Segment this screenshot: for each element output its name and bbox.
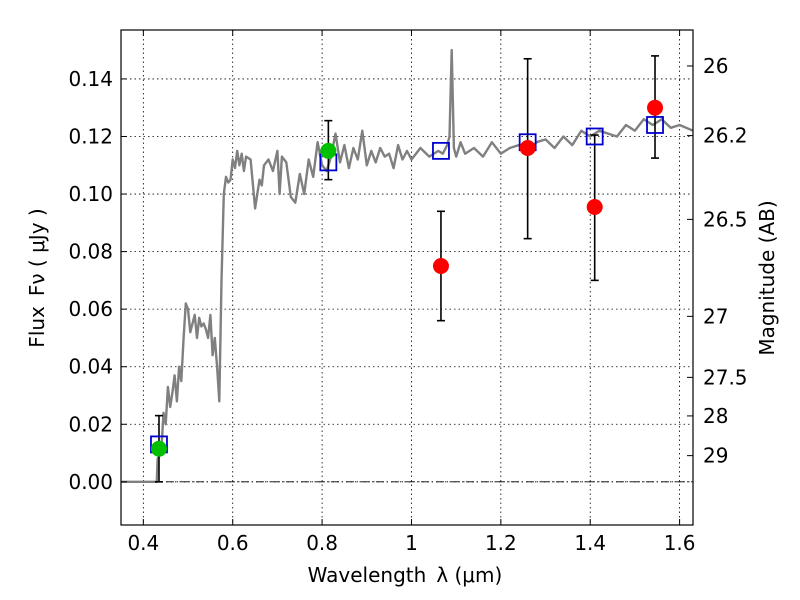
secondary-y-axis-ticks: 26 26.2 26.5 27 27.5 28 29 <box>687 54 748 468</box>
y2-tick-label: 26 <box>703 54 728 78</box>
y-axis-label: FluxFν ( μJy ) <box>25 208 49 347</box>
model-spectrum-line <box>121 48 694 483</box>
secondary-y-axis-label: Magnitude (AB) <box>755 200 779 355</box>
y2-tick-label: 29 <box>703 444 728 468</box>
model-photometry-square <box>646 116 664 134</box>
y-tick-label: 0.04 <box>68 355 113 379</box>
red-data-point <box>586 198 603 215</box>
x-tick-label: 1.2 <box>485 531 517 555</box>
y-tick-label: 0.14 <box>68 67 113 91</box>
plot-frame <box>120 29 694 526</box>
error-bars <box>154 55 660 483</box>
x-axis-label: Wavelength λ (μm) <box>308 563 503 587</box>
x-axis-ticks: 0.4 0.6 0.8 1 1.2 1.4 1.6 <box>127 30 696 555</box>
y2-tick-label: 27.5 <box>703 365 748 389</box>
model-photometry-square <box>432 141 450 160</box>
y-tick-label: 0.10 <box>68 182 113 206</box>
model-photometry-square <box>585 127 604 146</box>
x-tick-label: 1 <box>405 531 418 555</box>
y-axis-ticks: 0.00 0.02 0.04 0.06 0.08 0.10 0.12 0.14 <box>68 67 127 494</box>
y-tick-label: 0.02 <box>68 412 113 436</box>
detection-point <box>320 142 337 159</box>
observed-points-layer <box>150 99 664 457</box>
y-tick-label: 0.00 <box>68 470 113 494</box>
x-tick-label: 1.4 <box>574 531 606 555</box>
model-spectrum-layer <box>121 48 694 483</box>
y2-tick-label: 26.5 <box>703 207 748 231</box>
y2-tick-label: 27 <box>703 304 728 328</box>
y-tick-label: 0.12 <box>68 124 113 148</box>
red-data-point <box>647 99 664 116</box>
red-data-point <box>432 257 449 274</box>
y2-tick-label: 28 <box>703 404 728 428</box>
red-data-point <box>519 139 536 156</box>
x-tick-label: 0.4 <box>127 531 159 555</box>
y2-tick-label: 26.2 <box>703 124 748 148</box>
x-tick-label: 0.8 <box>306 531 338 555</box>
x-tick-label: 1.6 <box>664 531 696 555</box>
detection-point <box>150 440 167 457</box>
y-tick-label: 0.08 <box>68 240 113 264</box>
grid <box>121 30 693 525</box>
model-photometry-layer <box>150 116 664 454</box>
y-tick-label: 0.06 <box>68 297 113 321</box>
x-tick-label: 0.6 <box>217 531 249 555</box>
